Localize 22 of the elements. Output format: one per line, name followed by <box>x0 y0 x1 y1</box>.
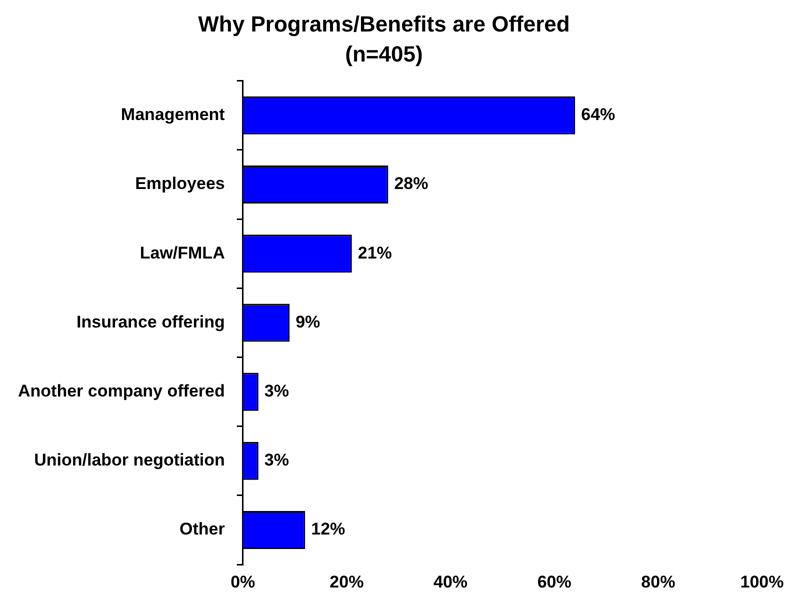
x-tick-label: 100% <box>740 572 784 592</box>
x-tick-label: 60% <box>537 572 572 592</box>
chart-title: Why Programs/Benefits are Offered <box>198 11 570 36</box>
x-tick-label: 0% <box>230 572 256 592</box>
data-label: 3% <box>264 450 290 470</box>
y-tick-label: Insurance offering <box>76 312 225 332</box>
x-tick-label: 40% <box>434 572 468 592</box>
chart-subtitle: (n=405) <box>345 42 423 67</box>
y-tick-label: Other <box>180 520 226 539</box>
y-tick-label: Law/FMLA <box>140 243 225 262</box>
x-tick-label: 20% <box>330 572 364 592</box>
y-tick-label: Another company offered <box>18 382 225 400</box>
data-label: 28% <box>394 174 428 194</box>
data-label: 3% <box>264 382 290 400</box>
x-tick-label: 80% <box>641 572 676 592</box>
data-label: 12% <box>311 520 346 539</box>
y-tick-label: Management <box>120 105 226 124</box>
data-label: 9% <box>296 312 320 332</box>
y-tick-label: Union/labor negotiation <box>34 450 225 470</box>
y-tick-label: Employees <box>135 174 225 194</box>
data-label: 64% <box>581 105 616 124</box>
data-label: 21% <box>358 243 392 262</box>
